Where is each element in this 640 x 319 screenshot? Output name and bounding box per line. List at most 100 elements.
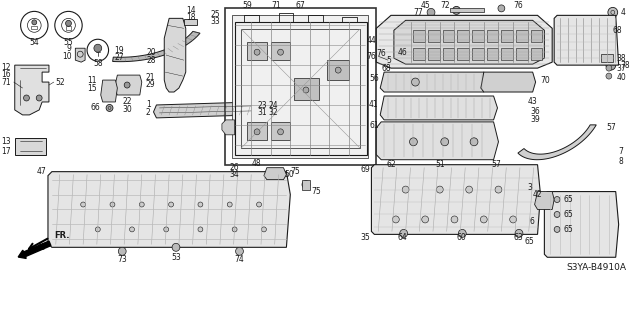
Circle shape <box>400 229 408 237</box>
Bar <box>302 180 310 189</box>
Bar <box>271 42 291 60</box>
Text: 33: 33 <box>210 17 220 26</box>
Polygon shape <box>518 125 596 160</box>
Polygon shape <box>380 96 497 120</box>
Text: 43: 43 <box>528 98 538 107</box>
Circle shape <box>554 211 560 218</box>
Bar <box>443 30 454 42</box>
Circle shape <box>36 95 42 101</box>
Text: 7: 7 <box>619 147 623 156</box>
Circle shape <box>257 202 262 207</box>
Circle shape <box>481 216 487 223</box>
Polygon shape <box>222 120 235 135</box>
Text: 76: 76 <box>376 49 386 58</box>
Circle shape <box>452 6 460 14</box>
Bar <box>184 19 198 25</box>
Circle shape <box>118 247 126 255</box>
Text: 52: 52 <box>56 78 65 86</box>
Bar <box>247 42 267 60</box>
Bar <box>531 30 543 42</box>
Polygon shape <box>15 65 49 115</box>
Text: 25: 25 <box>211 10 220 19</box>
Text: 69: 69 <box>361 165 371 174</box>
Circle shape <box>172 243 180 251</box>
Polygon shape <box>115 75 142 95</box>
Bar <box>241 29 360 148</box>
Text: 21: 21 <box>146 73 155 82</box>
Text: 60: 60 <box>456 233 466 242</box>
Text: 45: 45 <box>420 1 430 10</box>
Circle shape <box>254 49 260 55</box>
Text: 41: 41 <box>369 100 378 109</box>
Bar <box>601 54 612 62</box>
Text: 71: 71 <box>272 1 282 10</box>
Circle shape <box>599 26 607 34</box>
Text: 28: 28 <box>147 56 156 65</box>
Text: 38: 38 <box>617 54 627 63</box>
Text: 75: 75 <box>291 167 300 176</box>
Circle shape <box>32 20 36 25</box>
Polygon shape <box>100 80 117 102</box>
Circle shape <box>278 49 284 55</box>
Text: 70: 70 <box>540 76 550 85</box>
Circle shape <box>303 87 309 93</box>
Text: 15: 15 <box>87 84 97 93</box>
Text: 40: 40 <box>617 73 627 82</box>
Text: 57: 57 <box>492 160 501 169</box>
Text: 65: 65 <box>564 195 573 204</box>
Bar <box>235 22 367 155</box>
Circle shape <box>94 44 102 52</box>
Text: 18: 18 <box>186 13 195 22</box>
Text: 57: 57 <box>606 123 616 132</box>
Text: 61: 61 <box>370 121 380 130</box>
Circle shape <box>65 20 72 26</box>
Polygon shape <box>376 122 499 160</box>
Circle shape <box>498 5 505 12</box>
Bar <box>247 122 267 140</box>
Text: 63: 63 <box>513 233 523 242</box>
Bar <box>501 30 513 42</box>
Bar <box>458 30 469 42</box>
Text: 16: 16 <box>1 70 11 78</box>
Polygon shape <box>481 72 536 92</box>
Circle shape <box>441 138 449 146</box>
Circle shape <box>124 82 130 88</box>
Text: 50: 50 <box>284 170 294 179</box>
Text: 65: 65 <box>525 237 534 246</box>
Bar <box>294 78 319 100</box>
Text: 76: 76 <box>367 52 376 61</box>
Bar <box>487 48 499 60</box>
Circle shape <box>262 227 266 232</box>
FancyArrow shape <box>18 241 51 258</box>
Text: 11: 11 <box>87 76 97 85</box>
Text: 65: 65 <box>564 225 573 234</box>
Text: 72: 72 <box>440 1 449 10</box>
Circle shape <box>110 202 115 207</box>
Bar <box>516 48 528 60</box>
Circle shape <box>81 202 86 207</box>
Circle shape <box>606 65 612 71</box>
Text: 23: 23 <box>257 101 267 110</box>
Circle shape <box>412 53 419 60</box>
Bar <box>413 30 425 42</box>
Text: S3YA-B4910A: S3YA-B4910A <box>567 263 627 272</box>
Text: 17: 17 <box>1 147 11 156</box>
Text: 39: 39 <box>531 115 540 124</box>
Circle shape <box>254 129 260 135</box>
Text: 55: 55 <box>63 38 74 47</box>
Circle shape <box>458 229 466 237</box>
Text: 51: 51 <box>435 160 445 169</box>
Text: 26: 26 <box>230 163 239 172</box>
Text: 64: 64 <box>398 233 408 242</box>
Text: 62: 62 <box>386 160 396 169</box>
Circle shape <box>451 216 458 223</box>
Text: 42: 42 <box>533 190 543 199</box>
Text: 6: 6 <box>530 217 534 226</box>
Circle shape <box>129 227 134 232</box>
Text: 78: 78 <box>621 61 630 70</box>
Text: 68: 68 <box>612 26 623 35</box>
Circle shape <box>335 67 341 73</box>
Bar <box>472 30 484 42</box>
Text: 14: 14 <box>186 6 195 15</box>
Circle shape <box>422 216 429 223</box>
